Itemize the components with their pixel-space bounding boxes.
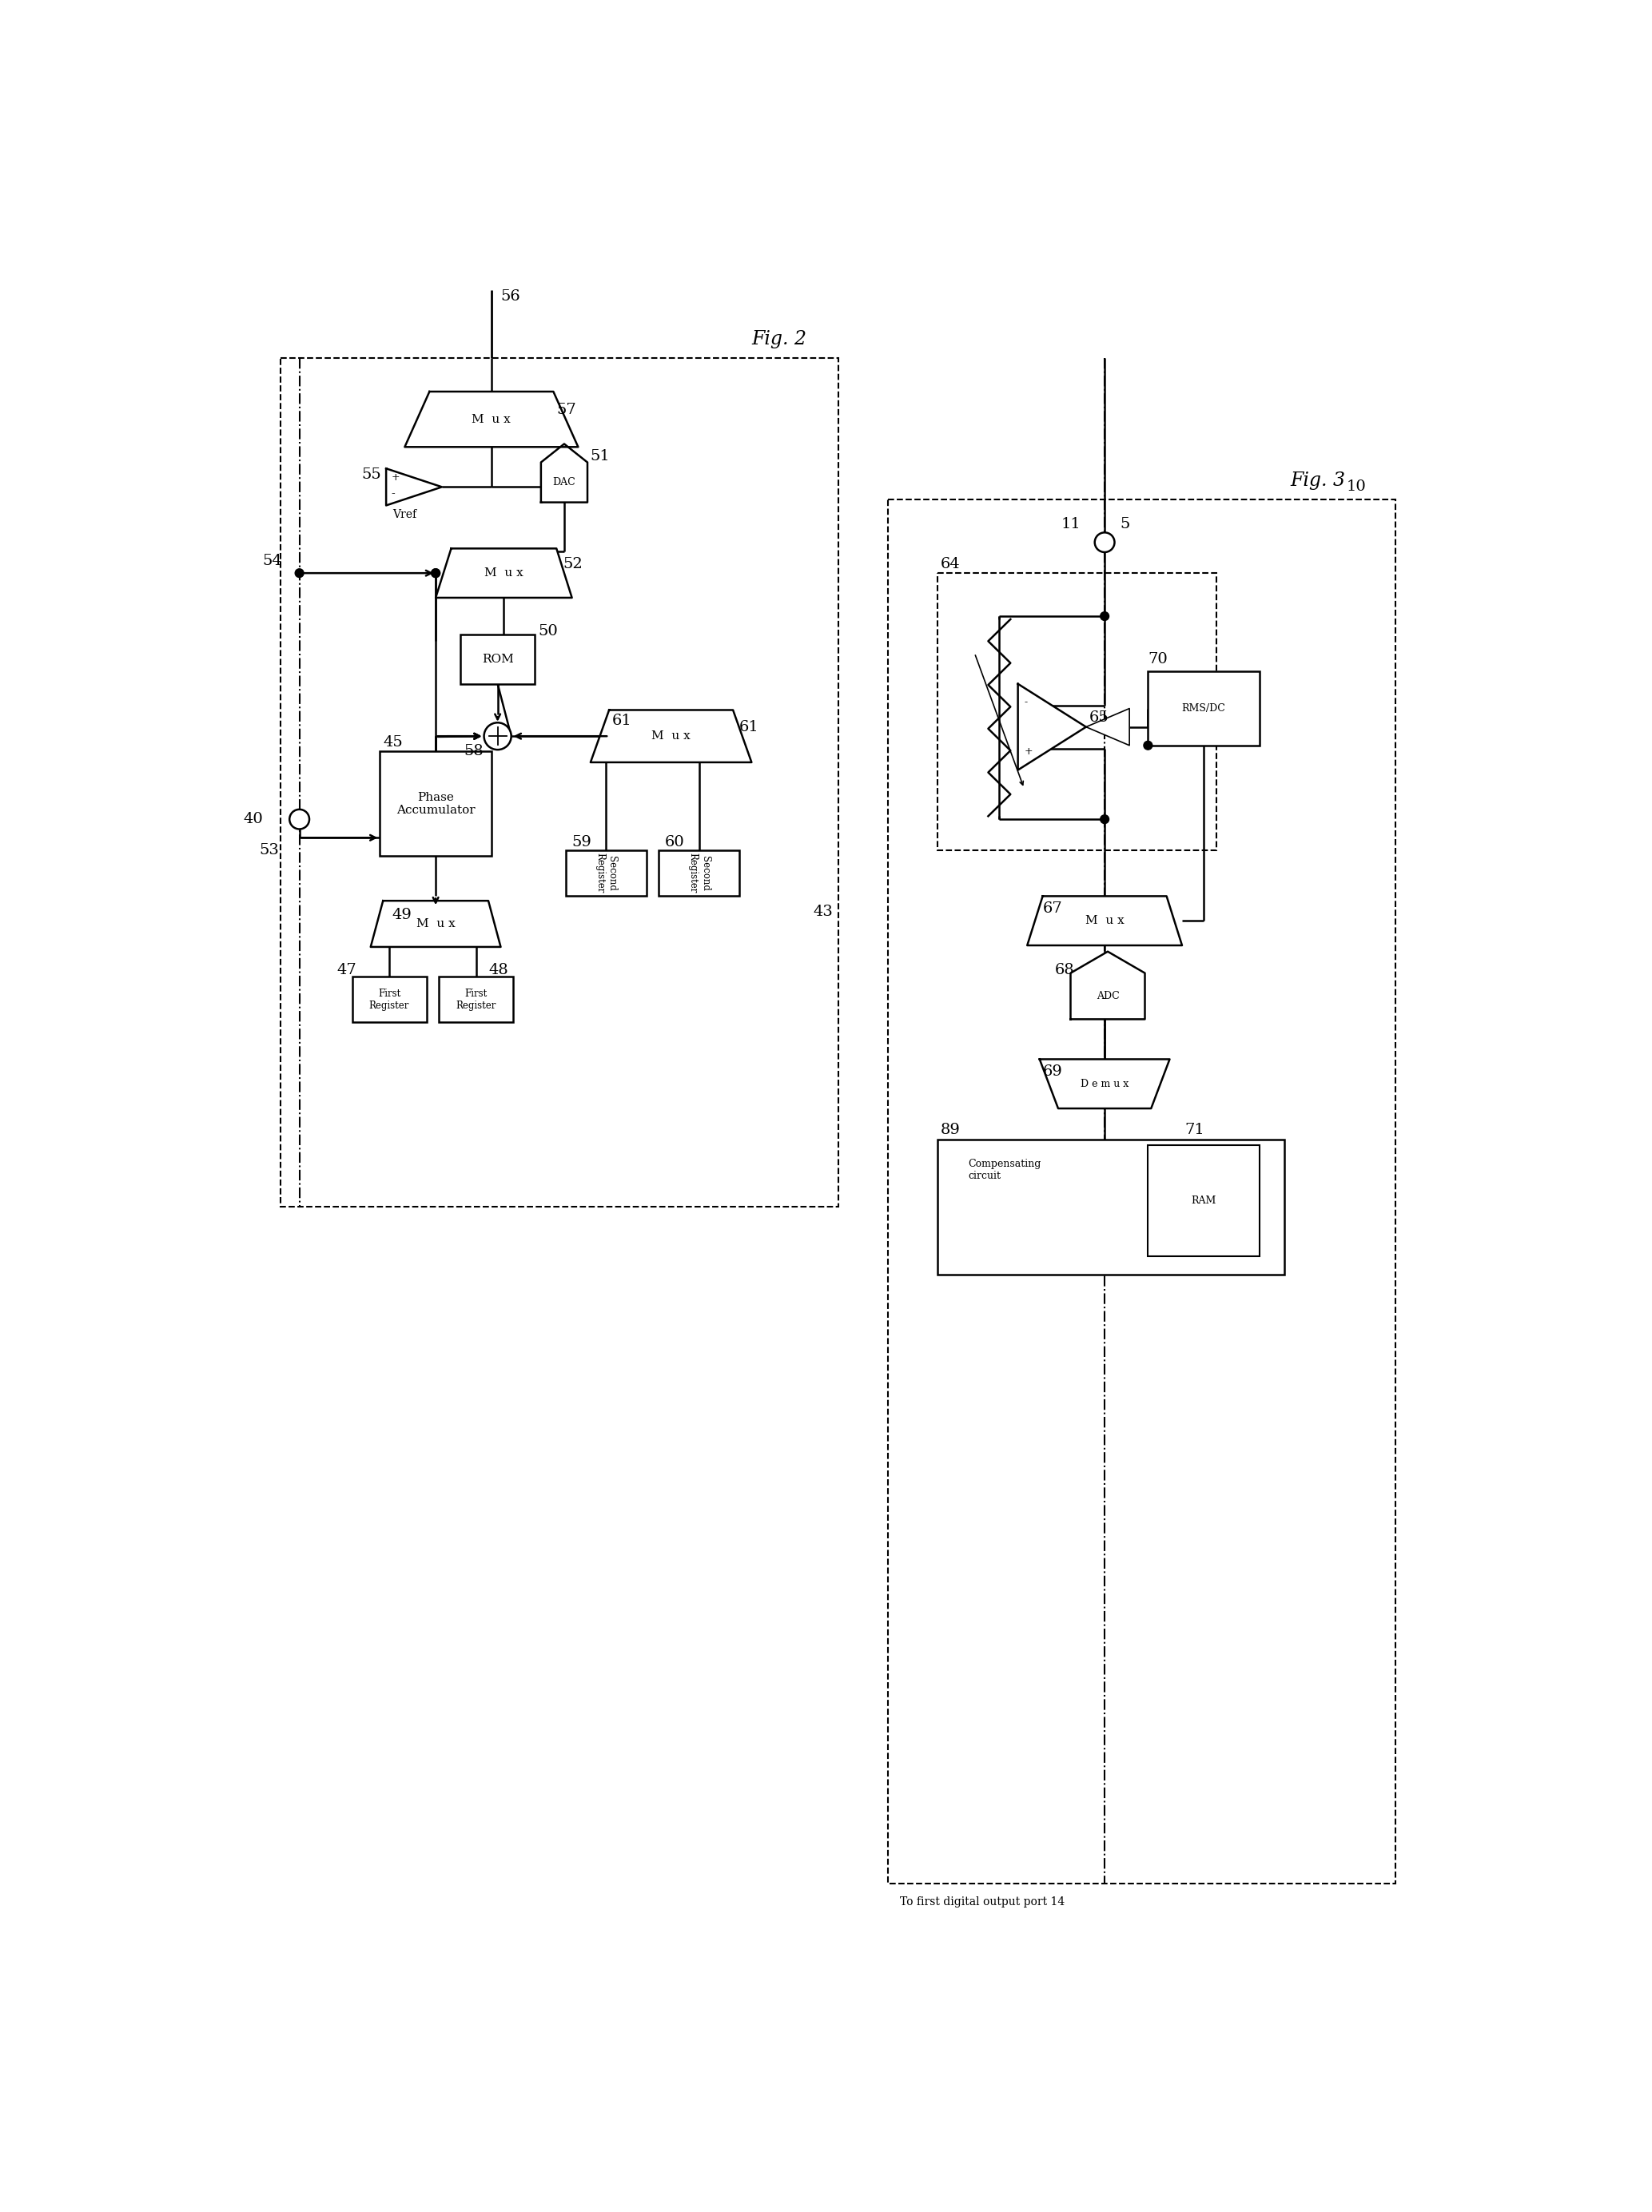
Circle shape (431, 568, 439, 577)
Circle shape (484, 723, 510, 750)
Text: 51: 51 (590, 449, 610, 462)
Circle shape (1143, 741, 1153, 750)
Polygon shape (370, 900, 501, 947)
Bar (380, 752, 491, 856)
Polygon shape (1018, 684, 1085, 770)
Polygon shape (1039, 1060, 1170, 1108)
Text: -: - (392, 489, 395, 500)
Text: RMS/DC: RMS/DC (1181, 703, 1226, 714)
Text: 65: 65 (1089, 710, 1108, 726)
Text: ROM: ROM (482, 655, 514, 666)
Text: -: - (1024, 697, 1028, 708)
Text: 52: 52 (563, 557, 583, 571)
Polygon shape (590, 710, 752, 763)
Text: 53: 53 (259, 843, 279, 858)
Bar (352, 975, 426, 1022)
Text: 68: 68 (1056, 962, 1075, 978)
Bar (565, 849, 646, 896)
Text: 71: 71 (1184, 1124, 1204, 1137)
Text: Vref: Vref (392, 509, 416, 520)
Bar (1148, 672, 1259, 745)
Text: RAM: RAM (1191, 1194, 1216, 1206)
Text: +: + (1024, 745, 1032, 757)
Text: 48: 48 (489, 962, 509, 978)
Text: 70: 70 (1148, 653, 1168, 666)
Bar (461, 635, 535, 684)
Text: 5: 5 (1120, 518, 1130, 531)
Text: M  u x: M u x (1085, 916, 1123, 927)
Text: M  u x: M u x (472, 414, 510, 425)
Text: 54: 54 (263, 553, 282, 568)
Bar (439, 975, 514, 1022)
Text: Second
Register: Second Register (595, 854, 618, 894)
Text: 40: 40 (243, 812, 263, 827)
Text: First
Register: First Register (456, 989, 496, 1011)
Text: 43: 43 (813, 905, 833, 918)
Text: 55: 55 (362, 467, 382, 482)
Text: +: + (392, 473, 400, 482)
Text: Phase
Accumulator: Phase Accumulator (396, 792, 476, 816)
Text: First
Register: First Register (368, 989, 410, 1011)
Text: Compensating
circuit: Compensating circuit (968, 1159, 1041, 1181)
Text: 69: 69 (1042, 1064, 1062, 1079)
Text: 59: 59 (572, 834, 591, 849)
Text: 57: 57 (557, 403, 577, 418)
Text: 89: 89 (940, 1124, 960, 1137)
Text: 50: 50 (539, 624, 558, 639)
Circle shape (1100, 613, 1108, 622)
Text: M  u x: M u x (416, 918, 456, 929)
Text: 11: 11 (1061, 518, 1080, 531)
Polygon shape (436, 549, 572, 597)
Polygon shape (387, 469, 441, 504)
Text: ADC: ADC (1097, 991, 1118, 1002)
Text: To first digital output port 14: To first digital output port 14 (900, 1896, 1066, 1907)
Text: 61: 61 (738, 719, 758, 734)
Text: DAC: DAC (553, 478, 575, 487)
Text: D e m u x: D e m u x (1080, 1079, 1128, 1088)
Text: Fig. 2: Fig. 2 (752, 330, 806, 349)
Circle shape (1095, 533, 1115, 553)
Text: 67: 67 (1042, 900, 1062, 916)
Circle shape (296, 568, 304, 577)
Text: 45: 45 (383, 734, 403, 750)
Text: 49: 49 (392, 907, 413, 922)
Text: 47: 47 (337, 962, 357, 978)
Bar (1148, 1146, 1259, 1256)
Polygon shape (1085, 708, 1130, 745)
Text: M  u x: M u x (484, 568, 524, 580)
Text: M  u x: M u x (651, 730, 691, 741)
Polygon shape (540, 445, 588, 502)
Text: 10: 10 (1346, 480, 1366, 493)
Text: 64: 64 (940, 557, 960, 571)
Bar (937, 573, 1216, 849)
Text: 56: 56 (501, 290, 520, 303)
Text: 58: 58 (464, 745, 484, 759)
Text: 61: 61 (613, 714, 633, 728)
Bar (887, 500, 1396, 1885)
Bar (281, 358, 838, 1208)
Bar (937, 1139, 1284, 1274)
Bar (659, 849, 738, 896)
Text: Fig. 3: Fig. 3 (1290, 471, 1346, 491)
Circle shape (289, 810, 309, 830)
Polygon shape (1070, 951, 1145, 1020)
Circle shape (431, 568, 439, 577)
Polygon shape (1028, 896, 1183, 945)
Text: 60: 60 (664, 834, 684, 849)
Circle shape (1100, 814, 1108, 823)
Polygon shape (405, 392, 578, 447)
Text: Second
Register: Second Register (687, 854, 710, 894)
